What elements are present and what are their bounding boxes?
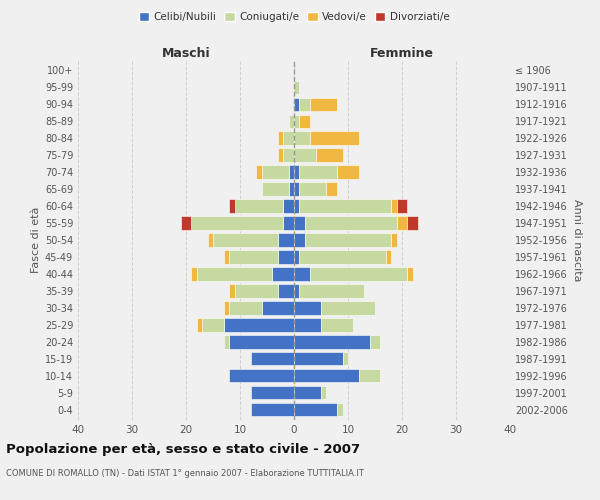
- Bar: [278, 234, 294, 246]
- Bar: [197, 268, 272, 280]
- Bar: [213, 234, 278, 246]
- Bar: [229, 369, 294, 382]
- Bar: [272, 268, 294, 280]
- Bar: [299, 114, 310, 128]
- Y-axis label: Fasce di età: Fasce di età: [31, 207, 41, 273]
- Bar: [294, 369, 359, 382]
- Bar: [294, 166, 299, 178]
- Bar: [299, 284, 364, 298]
- Bar: [283, 200, 294, 212]
- Bar: [294, 250, 299, 264]
- Bar: [337, 403, 343, 416]
- Text: COMUNE DI ROMALLO (TN) - Dati ISTAT 1° gennaio 2007 - Elaborazione TUTTITALIA.IT: COMUNE DI ROMALLO (TN) - Dati ISTAT 1° g…: [6, 469, 364, 478]
- Bar: [310, 268, 407, 280]
- Bar: [294, 114, 299, 128]
- Bar: [197, 318, 202, 332]
- Text: Popolazione per età, sesso e stato civile - 2007: Popolazione per età, sesso e stato civil…: [6, 442, 360, 456]
- Bar: [224, 250, 229, 264]
- Bar: [294, 182, 299, 196]
- Bar: [235, 284, 278, 298]
- Bar: [229, 302, 262, 314]
- Bar: [191, 216, 283, 230]
- Bar: [191, 268, 197, 280]
- Text: Femmine: Femmine: [370, 47, 434, 60]
- Bar: [294, 268, 310, 280]
- Bar: [224, 302, 229, 314]
- Bar: [289, 166, 294, 178]
- Bar: [224, 318, 294, 332]
- Bar: [294, 80, 299, 94]
- Legend: Celibi/Nubili, Coniugati/e, Vedovi/e, Divorziati/e: Celibi/Nubili, Coniugati/e, Vedovi/e, Di…: [134, 8, 454, 26]
- Bar: [251, 386, 294, 400]
- Bar: [251, 352, 294, 366]
- Bar: [289, 114, 294, 128]
- Bar: [289, 182, 294, 196]
- Bar: [294, 386, 321, 400]
- Bar: [299, 166, 337, 178]
- Bar: [208, 234, 213, 246]
- Bar: [343, 352, 348, 366]
- Bar: [262, 302, 294, 314]
- Bar: [299, 182, 326, 196]
- Bar: [294, 318, 321, 332]
- Bar: [299, 98, 310, 111]
- Bar: [299, 200, 391, 212]
- Bar: [359, 369, 380, 382]
- Bar: [251, 403, 294, 416]
- Bar: [235, 200, 283, 212]
- Bar: [321, 302, 375, 314]
- Bar: [294, 336, 370, 348]
- Bar: [294, 403, 337, 416]
- Bar: [278, 250, 294, 264]
- Bar: [326, 182, 337, 196]
- Bar: [181, 216, 191, 230]
- Bar: [397, 216, 407, 230]
- Bar: [262, 166, 289, 178]
- Bar: [299, 250, 386, 264]
- Bar: [294, 284, 299, 298]
- Bar: [229, 200, 235, 212]
- Bar: [397, 200, 407, 212]
- Bar: [283, 132, 294, 144]
- Bar: [256, 166, 262, 178]
- Bar: [407, 216, 418, 230]
- Bar: [310, 132, 359, 144]
- Y-axis label: Anni di nascita: Anni di nascita: [572, 198, 582, 281]
- Bar: [321, 318, 353, 332]
- Bar: [278, 148, 283, 162]
- Bar: [305, 234, 391, 246]
- Bar: [283, 148, 294, 162]
- Bar: [294, 200, 299, 212]
- Bar: [202, 318, 224, 332]
- Bar: [229, 250, 278, 264]
- Bar: [294, 216, 305, 230]
- Bar: [321, 386, 326, 400]
- Bar: [391, 234, 397, 246]
- Bar: [294, 132, 310, 144]
- Bar: [294, 302, 321, 314]
- Text: Maschi: Maschi: [161, 47, 211, 60]
- Bar: [294, 148, 316, 162]
- Bar: [278, 132, 283, 144]
- Bar: [224, 336, 229, 348]
- Bar: [294, 98, 299, 111]
- Bar: [283, 216, 294, 230]
- Bar: [229, 284, 235, 298]
- Bar: [391, 200, 397, 212]
- Bar: [316, 148, 343, 162]
- Bar: [229, 336, 294, 348]
- Bar: [294, 352, 343, 366]
- Bar: [278, 284, 294, 298]
- Bar: [370, 336, 380, 348]
- Bar: [337, 166, 359, 178]
- Bar: [294, 234, 305, 246]
- Bar: [386, 250, 391, 264]
- Bar: [310, 98, 337, 111]
- Bar: [262, 182, 289, 196]
- Bar: [407, 268, 413, 280]
- Bar: [305, 216, 397, 230]
